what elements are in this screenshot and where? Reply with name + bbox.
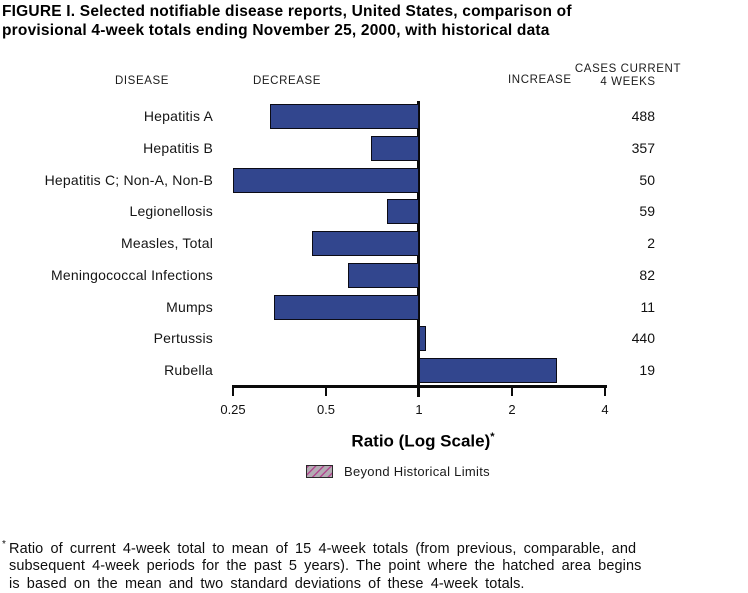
footnote-line-1: * Ratio of current 4-week total to mean o… (2, 536, 747, 558)
x-axis-tick (511, 385, 513, 396)
x-axis-line (233, 385, 607, 388)
x-axis-tick-label: 4 (601, 402, 609, 417)
disease-label: Measles, Total (120, 235, 213, 251)
ratio-bar (233, 168, 419, 193)
column-header-cases: CASES CURRENT 4 WEEKS (567, 63, 689, 89)
x-axis-tick-label: 1 (415, 402, 423, 417)
figure-title-line1: FIGURE I. Selected notifiable disease re… (2, 3, 572, 20)
ratio-bar (419, 358, 557, 383)
column-header-cases-line2: 4 WEEKS (600, 76, 656, 88)
ratio-bar (270, 104, 419, 129)
cases-value: 82 (639, 267, 655, 283)
legend-hatched-swatch-icon (306, 465, 333, 478)
figure-title: FIGURE I. Selected notifiable disease re… (2, 2, 742, 40)
column-header-disease: DISEASE (114, 75, 170, 87)
cases-value: 50 (639, 172, 655, 188)
cases-value: 357 (631, 140, 655, 156)
cases-value: 488 (631, 108, 655, 124)
x-axis-tick-label: 2 (508, 402, 516, 417)
footnote-line-1-text: Ratio of current 4-week total to mean of… (9, 540, 637, 557)
x-axis-label-footnote-marker: * (490, 431, 495, 443)
ratio-bar (348, 263, 419, 288)
x-axis-tick (604, 385, 606, 396)
figure-title-line2: provisional 4-week totals ending Novembe… (2, 22, 550, 39)
ratio-bar (274, 295, 419, 320)
ratio-bar (387, 199, 419, 224)
footnote-line-3: is based on the mean and two standard de… (9, 575, 525, 592)
column-header-decrease: DECREASE (253, 75, 322, 87)
x-axis-label: Ratio (Log Scale)* (302, 431, 544, 452)
disease-label: Hepatitis A (143, 108, 213, 124)
footnote: * Ratio of current 4-week total to mean o… (2, 536, 747, 593)
ratio-bar (312, 231, 419, 256)
x-axis-tick (232, 385, 234, 396)
ratio-bar (371, 136, 419, 161)
footnote-line-2: subsequent 4-week periods for the past 5… (9, 558, 642, 575)
cases-value: 2 (647, 235, 655, 251)
disease-label: Legionellosis (129, 203, 213, 219)
cases-value: 440 (631, 330, 655, 346)
ratio-bar (419, 326, 426, 351)
cases-value: 11 (640, 299, 655, 315)
x-axis-label-text: Ratio (Log Scale) (351, 431, 491, 451)
x-axis-tick-label: 0.25 (220, 402, 246, 417)
disease-label: Hepatitis B (143, 140, 213, 156)
disease-label: Pertussis (153, 330, 213, 346)
column-header-cases-line1: CASES CURRENT (574, 63, 682, 75)
x-axis-tick (325, 385, 327, 396)
disease-label: Mumps (166, 299, 213, 315)
column-header-increase: INCREASE (508, 74, 572, 86)
legend-label: Beyond Historical Limits (344, 464, 490, 479)
footnote-marker: * (2, 539, 6, 550)
cases-value: 59 (639, 203, 655, 219)
disease-label: Hepatitis C; Non-A, Non-B (44, 172, 213, 188)
cases-value: 19 (639, 362, 655, 378)
x-axis-tick-label: 0.5 (316, 402, 336, 417)
disease-label: Meningococcal Infections (51, 267, 213, 283)
disease-label: Rubella (164, 362, 213, 378)
